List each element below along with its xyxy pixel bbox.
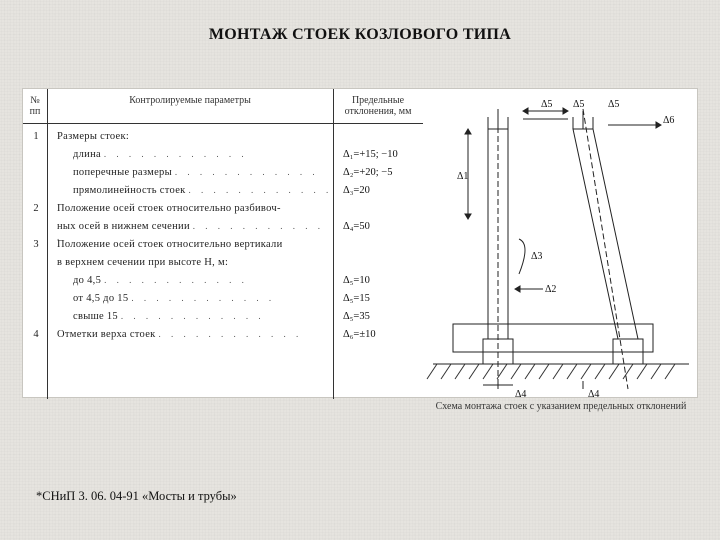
label-d5: Δ5 [541, 99, 552, 110]
col-header-dev: Предельные отклонения, мм [333, 95, 423, 117]
row-label: длина . . . . . . . . . . . . [73, 149, 343, 160]
row-number: 2 [29, 203, 43, 214]
content-sheet: № пп Контролируемые параметры Предельные… [22, 88, 698, 398]
label-d6: Δ6 [663, 115, 674, 126]
row-number: 1 [29, 131, 43, 142]
label-d3: Δ3 [531, 251, 542, 262]
row-number: 4 [29, 329, 43, 340]
row-label: Положение осей стоек относительно вертик… [57, 239, 327, 250]
row-label: до 4,5 . . . . . . . . . . . . [73, 275, 343, 286]
col-header-param: Контролируемые параметры [47, 95, 333, 106]
parameters-table: № пп Контролируемые параметры Предельные… [23, 89, 423, 399]
col-header-num: № пп [25, 95, 45, 117]
assembly-diagram: Δ1 Δ5 Δ5 Δ5 Δ6 Δ3 Δ2 Δ4 Δ4 [423, 89, 699, 399]
row-deviation: Δ₃=20 [343, 185, 421, 196]
label-d4: Δ4 [515, 389, 526, 399]
row-deviation: Δ₆=±10 [343, 329, 421, 340]
row-label: поперечные размеры . . . . . . . . . . .… [73, 167, 343, 178]
label-d2: Δ2 [545, 284, 556, 295]
row-label: прямолинейность стоек . . . . . . . . . … [73, 185, 343, 196]
footnote: *СНиП 3. 06. 04-91 «Мосты и трубы» [36, 489, 237, 504]
label-d5: Δ5 [573, 99, 584, 110]
row-label: свыше 15 . . . . . . . . . . . . [73, 311, 343, 322]
row-deviation: Δ₁=+15; −10 [343, 149, 421, 160]
row-label: Размеры стоек: [57, 131, 327, 142]
table-vline [333, 89, 334, 399]
table-vline [47, 89, 48, 399]
row-deviation: Δ₅=35 [343, 311, 421, 322]
row-deviation: Δ₂=+20; −5 [343, 167, 421, 178]
table-hline [23, 123, 423, 124]
row-label: от 4,5 до 15 . . . . . . . . . . . . [73, 293, 343, 304]
label-d5: Δ5 [608, 99, 619, 110]
label-d1: Δ1 [457, 171, 468, 182]
row-deviation: Δ₅=10 [343, 275, 421, 286]
row-label: в верхнем сечении при высоте Н, м: [57, 257, 327, 268]
row-deviation: Δ₅=15 [343, 293, 421, 304]
row-label: Положение осей стоек относительно разбив… [57, 203, 327, 214]
row-deviation: Δ₄=50 [343, 221, 421, 232]
label-d4: Δ4 [588, 389, 599, 399]
row-label: Отметки верха стоек . . . . . . . . . . … [57, 329, 327, 340]
page-title: МОНТАЖ СТОЕК КОЗЛОВОГО ТИПА [0, 26, 720, 44]
diagram-caption: Схема монтажа стоек с указанием предельн… [423, 401, 699, 412]
row-number: 3 [29, 239, 43, 250]
